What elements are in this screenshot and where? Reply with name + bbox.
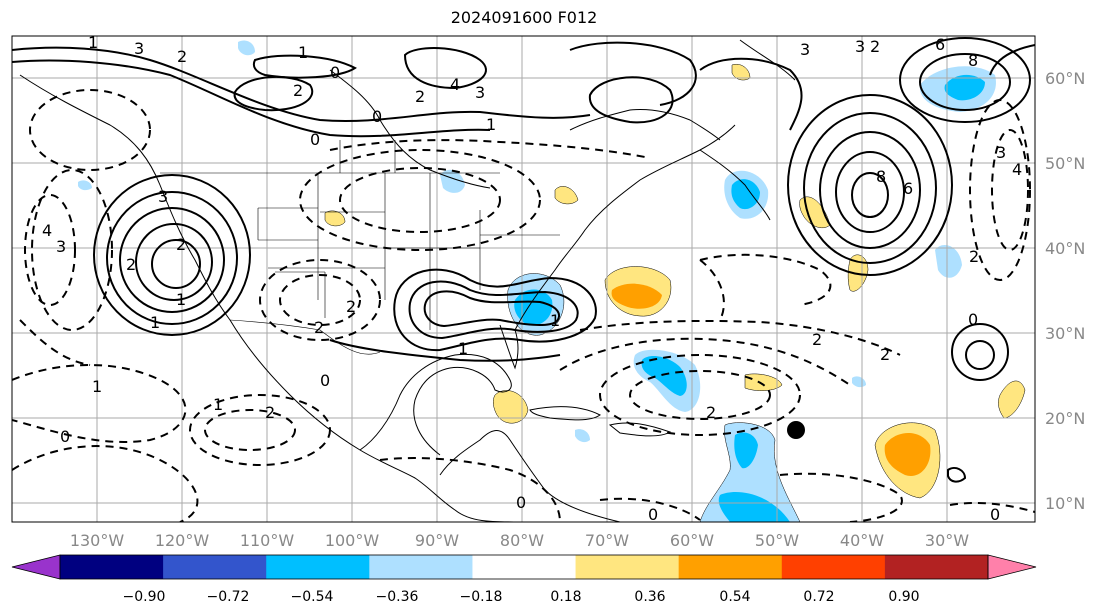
latitude-label: 40°N bbox=[1045, 239, 1085, 258]
contour-label: 2 bbox=[880, 345, 890, 364]
contour-label: 6 bbox=[935, 35, 945, 54]
contour-label: 0 bbox=[320, 371, 330, 390]
contour-label: 1 bbox=[486, 115, 496, 134]
contour-label: 2 bbox=[265, 403, 275, 422]
contour-label: 0 bbox=[310, 130, 320, 149]
contour-label: 3 bbox=[996, 143, 1006, 162]
contour-label: 6 bbox=[903, 179, 913, 198]
latitude-label: 50°N bbox=[1045, 154, 1085, 173]
contour-label: 1 bbox=[150, 313, 160, 332]
contour-label: 2 bbox=[870, 37, 880, 56]
colorbar-tick-label: 0.90 bbox=[888, 589, 919, 605]
contour-label: 0 bbox=[968, 310, 978, 329]
colorbar-segment bbox=[163, 555, 267, 579]
contour-label: 0 bbox=[60, 427, 70, 446]
contour-label: 8 bbox=[968, 51, 978, 70]
contour-label: 1 bbox=[176, 290, 186, 309]
contour-label: 2 bbox=[314, 318, 324, 337]
longitude-label: 60°W bbox=[670, 531, 714, 550]
colorbar-tick-label: −0.72 bbox=[207, 589, 250, 605]
colorbar-segment bbox=[472, 555, 577, 579]
contour-label: 1 bbox=[92, 377, 102, 396]
political-borders bbox=[160, 140, 560, 355]
longitude-label: 50°W bbox=[755, 531, 799, 550]
contour-label: 2 bbox=[346, 297, 356, 316]
contour-label: 3 bbox=[158, 187, 168, 206]
contour-label: 4 bbox=[42, 221, 52, 240]
contour-label: 2 bbox=[812, 330, 822, 349]
colorbar-segment bbox=[575, 555, 680, 579]
longitude-axis: 130°W 120°W 110°W 100°W 90°W 80°W 70°W 6… bbox=[70, 531, 969, 550]
longitude-label: 40°W bbox=[840, 531, 884, 550]
contour-label: 3 bbox=[800, 40, 810, 59]
contour-label: 3 bbox=[56, 237, 66, 256]
colorbar-tick-label: −0.54 bbox=[291, 589, 334, 605]
contour-label: 8 bbox=[876, 167, 886, 186]
colorbar-tick-label: 0.36 bbox=[634, 589, 665, 605]
longitude-label: 110°W bbox=[240, 531, 295, 550]
colorbar-segment bbox=[884, 555, 989, 579]
longitude-label: 90°W bbox=[415, 531, 459, 550]
colorbar-segment bbox=[781, 555, 886, 579]
colorbar-tick-label: −0.36 bbox=[376, 589, 419, 605]
contour-label: 1 bbox=[298, 43, 308, 62]
contour-label: 4 bbox=[1012, 160, 1022, 179]
colorbar-tick-label: 0.54 bbox=[719, 589, 750, 605]
longitude-label: 120°W bbox=[155, 531, 210, 550]
map-title: 2024091600 F012 bbox=[450, 8, 598, 27]
contour-label: 3 bbox=[475, 83, 485, 102]
colorbar bbox=[11, 554, 1037, 580]
contour-label: 1 bbox=[88, 33, 98, 52]
contour-label: 2 bbox=[176, 235, 186, 254]
contour-label: 4 bbox=[450, 75, 460, 94]
colorbar-outline bbox=[59, 554, 989, 580]
colorbar-segment bbox=[369, 555, 473, 579]
contour-label: 0 bbox=[516, 493, 526, 512]
contour-label: 3 bbox=[855, 37, 865, 56]
contour-label: 1 bbox=[213, 395, 223, 414]
latitude-label: 10°N bbox=[1045, 494, 1085, 513]
contour-label: 0 bbox=[990, 505, 1000, 524]
longitude-label: 80°W bbox=[500, 531, 544, 550]
contour-labels: 3 2 1 0 4 3 2 1 0 2 1 3 8 6 6 8 4 3 2 4 … bbox=[42, 33, 1022, 524]
colorbar-segment bbox=[60, 555, 164, 579]
colorbar-tick-label: 0.72 bbox=[803, 589, 834, 605]
contour-label: 2 bbox=[126, 255, 136, 274]
latitude-label: 30°N bbox=[1045, 324, 1085, 343]
colorbar-tick-labels: −0.90 −0.72 −0.54 −0.36 −0.18 0.18 0.36 … bbox=[123, 589, 920, 605]
contour-label: 0 bbox=[648, 505, 658, 524]
contour-label: 3 bbox=[134, 39, 144, 58]
positive-contours bbox=[12, 37, 1035, 483]
black-dot-marker bbox=[787, 421, 805, 439]
colorbar-segment bbox=[678, 555, 783, 579]
latitude-axis: 60°N 50°N 40°N 30°N 20°N 10°N bbox=[1045, 69, 1085, 513]
map-frame bbox=[11, 35, 1036, 523]
contour-label: 2 bbox=[969, 247, 979, 266]
latitude-label: 60°N bbox=[1045, 69, 1085, 88]
colorbar-tick-label: −0.18 bbox=[460, 589, 503, 605]
colorbar-extension-low bbox=[11, 554, 61, 580]
contour-label: 2 bbox=[293, 81, 303, 100]
longitude-label: 100°W bbox=[325, 531, 380, 550]
contour-label: 1 bbox=[550, 311, 560, 330]
longitude-label: 30°W bbox=[925, 531, 969, 550]
latitude-label: 20°N bbox=[1045, 409, 1085, 428]
contour-label: 2 bbox=[177, 47, 187, 66]
longitude-label: 70°W bbox=[585, 531, 629, 550]
colorbar-extension-high bbox=[987, 554, 1037, 580]
longitude-label: 130°W bbox=[70, 531, 125, 550]
contour-label: 0 bbox=[330, 63, 340, 82]
contour-label: 2 bbox=[706, 403, 716, 422]
contour-label: 2 bbox=[415, 87, 425, 106]
colorbar-tick-label: 0.18 bbox=[550, 589, 581, 605]
negative-contours bbox=[12, 89, 1035, 522]
colorbar-segment bbox=[266, 555, 370, 579]
contour-label: 0 bbox=[372, 107, 382, 126]
contour-label: 1 bbox=[458, 339, 468, 358]
colorbar-tick-label: −0.90 bbox=[123, 589, 166, 605]
